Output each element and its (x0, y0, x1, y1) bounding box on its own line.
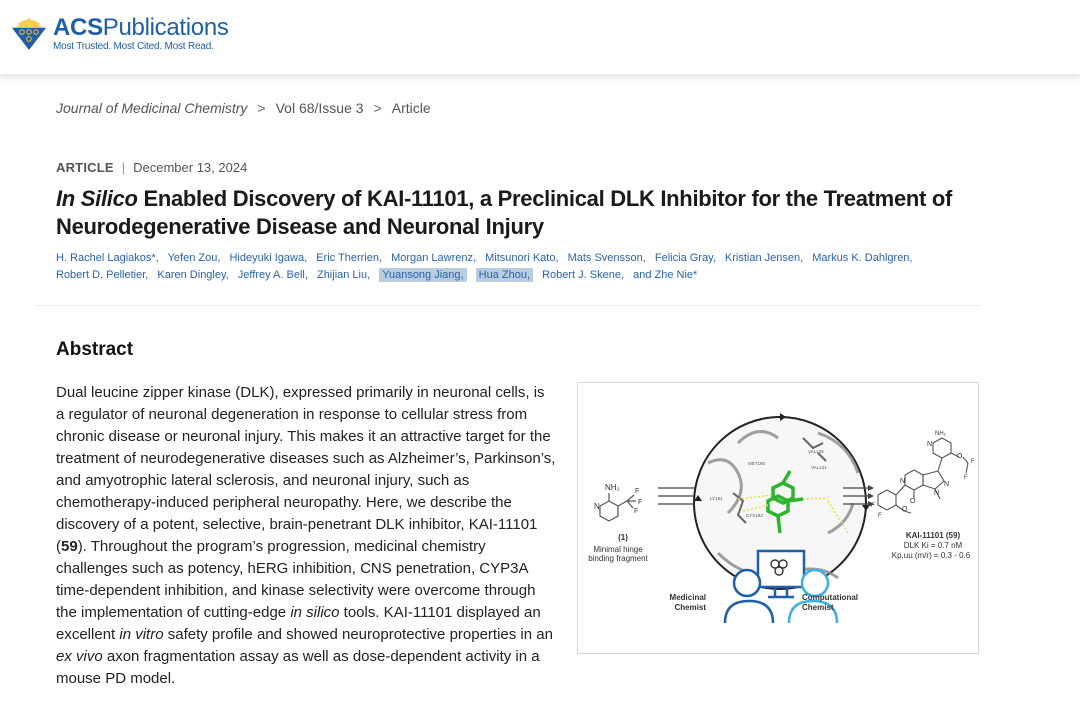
title-text: Enabled Discovery of KAI-11101, a Precli… (56, 186, 953, 239)
meta-divider: | (121, 160, 126, 175)
svg-text:O: O (902, 506, 908, 513)
svg-text:F: F (638, 499, 642, 506)
author-link[interactable]: Yefen Zou, (167, 252, 221, 264)
author-link[interactable]: Hua Zhou, (475, 268, 534, 282)
abstract-segment: 59 (61, 538, 78, 555)
svg-text:VAL131: VAL131 (811, 465, 827, 470)
author-link[interactable]: and Zhe Nie* (633, 269, 698, 281)
title-italic: In Silico (56, 186, 138, 211)
fragment-structure (599, 493, 636, 522)
article-title: In Silico Enabled Discovery of KAI-11101… (56, 185, 996, 241)
fragment-label: (1) (618, 533, 628, 542)
author-link[interactable]: Robert J. Skene, (542, 269, 625, 281)
breadcrumb-journal-link[interactable]: Journal of Medicinal Chemistry (56, 100, 248, 116)
svg-text:N: N (927, 441, 932, 448)
author-link[interactable]: Robert D. Pelletier, (56, 269, 149, 281)
svg-text:N: N (900, 478, 905, 485)
acs-crest-icon (12, 18, 46, 50)
author-link[interactable]: Hideyuki Igawa, (229, 252, 308, 264)
author-link[interactable]: Mats Svensson, (567, 252, 646, 264)
svg-text:VAL139: VAL139 (808, 449, 824, 454)
svg-text:F: F (878, 513, 882, 519)
svg-text:N: N (934, 490, 939, 497)
author-link[interactable]: H. Rachel Lagiakos*, (56, 252, 159, 264)
logo-tagline: Most Trusted. Most Cited. Most Read. (53, 41, 214, 52)
svg-text:O: O (910, 498, 916, 505)
svg-text:F: F (971, 459, 975, 465)
abstract-segment: in silico (290, 604, 340, 621)
svg-text:N: N (944, 481, 949, 488)
svg-text:CYS193: CYS193 (746, 513, 763, 518)
author-link[interactable]: Karen Dingley, (157, 269, 229, 281)
author-link[interactable]: Yuansong Jiang, (379, 268, 467, 282)
hydrogen-bonds (737, 494, 849, 534)
graphical-abstract-figure: NH₂ N F F F (594, 413, 975, 624)
chemists-illustration (723, 549, 839, 624)
chevron-right-icon: > (257, 100, 266, 116)
graphical-abstract[interactable]: NH₂ N F F F (577, 382, 979, 654)
computational-chemist-label-2: Chemist (802, 603, 834, 612)
abstract-segment: Dual leucine zipper kinase (DLK), expres… (56, 384, 556, 555)
breadcrumb-current: Article (391, 100, 431, 116)
publication-date: December 13, 2024 (133, 160, 248, 175)
fragment-caption-2: binding fragment (588, 554, 648, 563)
abstract-segment: in vitro (119, 626, 164, 643)
abstract-segment: ). Throughout the program’s progression,… (56, 538, 536, 621)
abstract-segment: safety profile and showed neuroprotectiv… (163, 626, 553, 643)
author-list: H. Rachel Lagiakos*, Yefen Zou, Hideyuki… (56, 250, 986, 284)
abstract-body: Dual leucine zipper kinase (DLK), expres… (56, 382, 556, 690)
svg-text:NH₂: NH₂ (605, 483, 620, 492)
author-link[interactable]: Felicia Gray, (654, 252, 716, 264)
chevron-right-icon: > (373, 100, 382, 116)
output-arrows (843, 487, 868, 505)
author-link[interactable]: Jeffrey A. Bell, (237, 269, 308, 281)
article-meta: ARTICLE | December 13, 2024 (56, 160, 247, 175)
abstract-segment: axon fragmentation assay as well as dose… (56, 648, 540, 687)
svg-text:LY191: LY191 (710, 496, 723, 501)
breadcrumb: Journal of Medicinal Chemistry > Vol 68/… (56, 100, 431, 116)
abstract-segment: tools. KAI-11101 displayed an excellent (56, 604, 541, 643)
author-link[interactable]: Morgan Lawrenz, (391, 252, 477, 264)
logo-wordmark: ACSPublications (53, 14, 229, 41)
ligand-structure (766, 470, 804, 534)
svg-text:MET190: MET190 (748, 461, 766, 466)
dlk-ki-value: DLK Ki = 0.7 nM (903, 541, 963, 550)
abstract-heading: Abstract (56, 339, 134, 360)
author-link[interactable]: Zhijian Liu, (316, 269, 371, 281)
kai-11101-label: KAI-11101 (59) (905, 531, 961, 540)
svg-text:N: N (594, 502, 600, 511)
svg-text:O: O (957, 453, 963, 460)
author-link[interactable]: Eric Therrien, (316, 252, 383, 264)
kpuu-value: Kp,uu (m/r) = 0.3 - 0.6 (891, 551, 971, 560)
abstract-segment: ex vivo (56, 648, 103, 665)
author-link[interactable]: Markus K. Dahlgren, (812, 252, 913, 264)
breadcrumb-issue-link[interactable]: Vol 68/Issue 3 (275, 100, 364, 116)
section-divider (36, 305, 980, 306)
computational-chemist-label-1: Computational (802, 593, 858, 602)
medicinal-chemist-label-2: Chemist (674, 603, 706, 612)
svg-text:F: F (871, 503, 875, 509)
svg-text:NH₂: NH₂ (935, 431, 947, 437)
svg-text:F: F (964, 475, 968, 481)
svg-text:F: F (634, 508, 638, 515)
medicinal-chemist-label-1: Medicinal (669, 593, 706, 602)
acs-publications-logo[interactable]: ACSPublications Most Trusted. Most Cited… (10, 16, 229, 53)
kai-11101-structure (877, 437, 969, 514)
author-link[interactable]: Mitsunori Kato, (485, 252, 559, 264)
svg-text:F: F (635, 488, 639, 495)
article-type: ARTICLE (56, 160, 114, 175)
author-link[interactable]: Kristian Jensen, (724, 252, 804, 264)
fragment-caption-1: Minimal hinge (593, 545, 643, 554)
site-header: ACSPublications Most Trusted. Most Cited… (0, 0, 1080, 75)
